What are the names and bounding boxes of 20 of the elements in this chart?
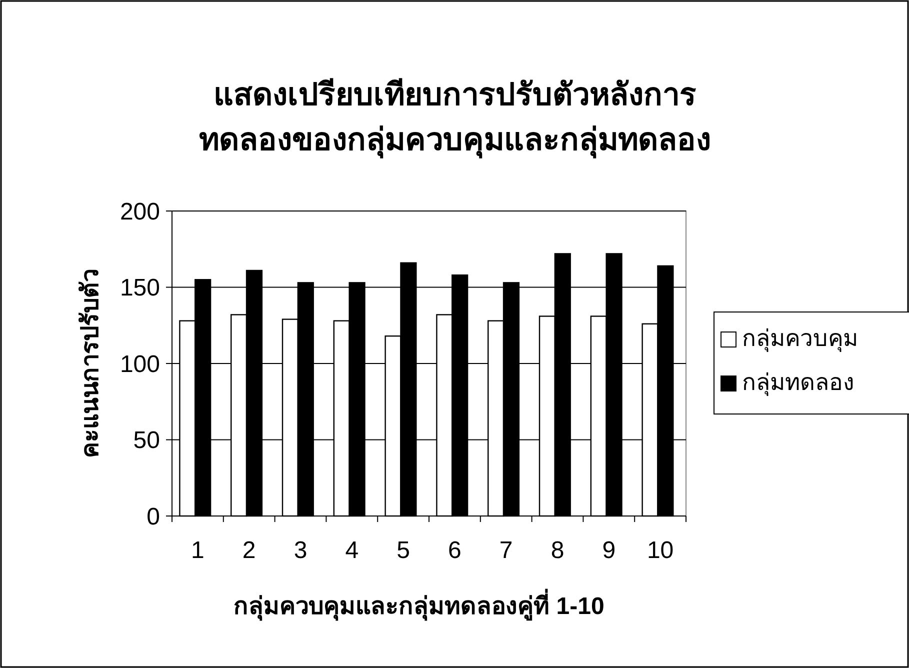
legend-label: กลุ่มควบคุม — [742, 325, 858, 352]
legend-label: กลุ่มทดลอง — [742, 369, 854, 396]
x-tick-label: 7 — [499, 537, 513, 564]
y-tick-label: 0 — [146, 503, 160, 530]
y-axis-title: คะแนนการปรับตัว — [77, 269, 104, 458]
x-tick-label: 4 — [345, 537, 359, 564]
x-tick-label: 10 — [646, 537, 674, 564]
x-tick-label: 8 — [550, 537, 564, 564]
y-tick-label: 200 — [120, 198, 160, 226]
x-tick-label: 3 — [294, 537, 308, 564]
y-tick-label: 100 — [120, 350, 160, 378]
y-tick-label: 50 — [133, 427, 160, 454]
x-tick-label: 5 — [396, 537, 410, 564]
x-tick-label: 6 — [448, 537, 462, 564]
x-tick-label: 1 — [191, 537, 204, 564]
x-tick-label: 9 — [602, 537, 616, 564]
x-axis-title: กลุ่มควบคุมและกลุ่มทดลองคู่ที่ 1-10 — [234, 588, 604, 622]
chart-title: แสดงเปรียบเทียบการปรับตัวหลังการ ทดลองของกลุ่มควบคุมและกลุ่มทดลอง — [199, 77, 711, 159]
x-tick-label: 2 — [242, 537, 256, 564]
y-tick-label: 150 — [120, 274, 160, 302]
